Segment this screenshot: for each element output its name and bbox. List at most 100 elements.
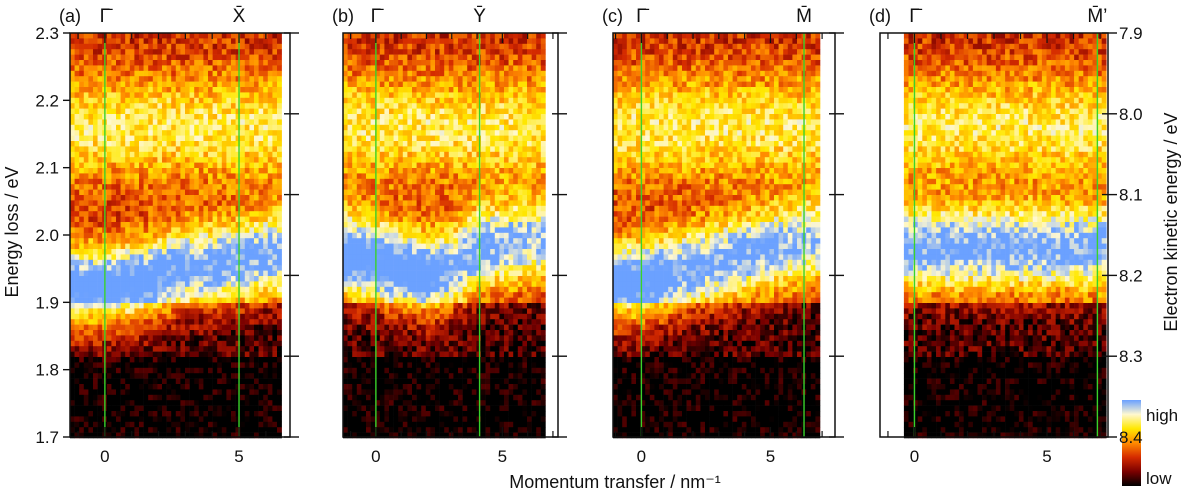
heatmap-cell <box>70 70 75 77</box>
heatmap-cell <box>198 200 204 207</box>
heatmap-cell <box>74 114 80 120</box>
heatmap-cell <box>384 184 390 190</box>
heatmap-cell <box>356 308 362 315</box>
heatmap-cell <box>162 378 167 385</box>
heatmap-cell <box>258 276 264 282</box>
heatmap-cell <box>125 335 131 342</box>
heatmap-cell <box>263 367 269 374</box>
heatmap-cell <box>134 378 140 385</box>
heatmap-cell <box>254 340 259 347</box>
heatmap-cell <box>425 49 431 55</box>
heatmap-cell <box>143 427 149 433</box>
heatmap-cell <box>366 389 371 396</box>
heatmap-cell <box>180 421 186 428</box>
heatmap-cell <box>157 151 163 158</box>
heatmap-cell <box>361 49 367 55</box>
heatmap-cell <box>166 346 172 352</box>
heatmap-cell <box>120 373 126 379</box>
heatmap-cell <box>254 270 259 277</box>
heatmap-cell <box>430 195 436 201</box>
heatmap-cell <box>249 38 255 45</box>
heatmap-cell <box>139 292 144 298</box>
heatmap-cell <box>162 222 167 228</box>
heatmap-cell <box>231 405 236 412</box>
heatmap-cell <box>162 357 167 363</box>
heatmap-cell <box>221 227 227 234</box>
heatmap-cell <box>347 184 353 190</box>
heatmap-cell <box>347 168 353 174</box>
heatmap-cell <box>212 141 218 147</box>
heatmap-cell <box>407 427 413 433</box>
heatmap-cell <box>125 411 131 417</box>
heatmap-cell <box>226 411 232 417</box>
heatmap-cell <box>217 265 223 271</box>
heatmap-cell <box>166 270 172 277</box>
heatmap-cell <box>143 232 149 239</box>
heatmap-cell <box>366 427 371 433</box>
heatmap-cell <box>356 184 362 190</box>
heatmap-cell <box>70 432 75 439</box>
heatmap-cell <box>412 432 417 439</box>
heatmap-cell <box>143 411 149 417</box>
heatmap-cell <box>93 405 98 412</box>
heatmap-cell <box>111 308 117 315</box>
heatmap-cell <box>143 222 149 228</box>
heatmap-cell <box>352 178 358 185</box>
heatmap-cell <box>221 411 227 417</box>
heatmap-cell <box>277 254 282 261</box>
heatmap-cell <box>93 38 98 45</box>
heatmap-cell <box>370 184 376 190</box>
heatmap-cell <box>375 249 381 255</box>
heatmap-cell <box>208 124 213 131</box>
heatmap-cell <box>70 114 75 120</box>
heatmap-cell <box>379 259 385 266</box>
heatmap-cell <box>111 281 117 288</box>
heatmap-cell <box>254 65 259 72</box>
heatmap-cell <box>416 330 422 336</box>
heatmap-cell <box>79 286 85 293</box>
heatmap-cell <box>111 400 117 406</box>
heatmap-cell <box>217 400 223 406</box>
heatmap-cell <box>267 411 273 417</box>
heatmap-cell <box>412 324 417 331</box>
heatmap-cell <box>258 335 264 342</box>
heatmap-cell <box>235 427 241 433</box>
heatmap-cell <box>143 297 149 304</box>
heatmap-cell <box>389 303 394 309</box>
heatmap-cell <box>384 357 390 363</box>
heatmap-cell <box>361 216 367 223</box>
heatmap-cell <box>97 313 103 320</box>
heatmap-cell <box>356 76 362 82</box>
heatmap-cell <box>425 168 431 174</box>
heatmap-cell <box>198 184 204 190</box>
heatmap-cell <box>258 330 264 336</box>
heatmap-cell <box>83 319 89 325</box>
heatmap-cell <box>212 227 218 234</box>
heatmap-cell <box>143 249 149 255</box>
heatmap-cell <box>157 49 163 55</box>
heatmap-cell <box>106 259 112 266</box>
heatmap-cell <box>370 54 376 61</box>
heatmap-cell <box>430 70 436 77</box>
heatmap-cell <box>194 162 200 169</box>
heatmap-cell <box>226 76 232 82</box>
heatmap-cell <box>272 151 278 158</box>
heatmap-cell <box>221 400 227 406</box>
heatmap-cell <box>139 70 144 77</box>
heatmap-cell <box>143 141 149 147</box>
heatmap-cell <box>402 222 408 228</box>
heatmap-cell <box>267 124 273 131</box>
heatmap-cell <box>129 54 135 61</box>
heatmap-cell <box>93 114 98 120</box>
heatmap-cell <box>83 195 89 201</box>
heatmap-cell <box>226 130 232 136</box>
heatmap-cell <box>244 146 250 153</box>
heatmap-cell <box>398 227 404 234</box>
heatmap-cell <box>111 130 117 136</box>
heatmap-cell <box>162 238 167 244</box>
heatmap-cell <box>162 265 167 271</box>
heatmap-cell <box>221 97 227 104</box>
heatmap-cell <box>129 211 135 217</box>
heatmap-cell <box>162 81 167 88</box>
heatmap-cell <box>88 216 94 223</box>
